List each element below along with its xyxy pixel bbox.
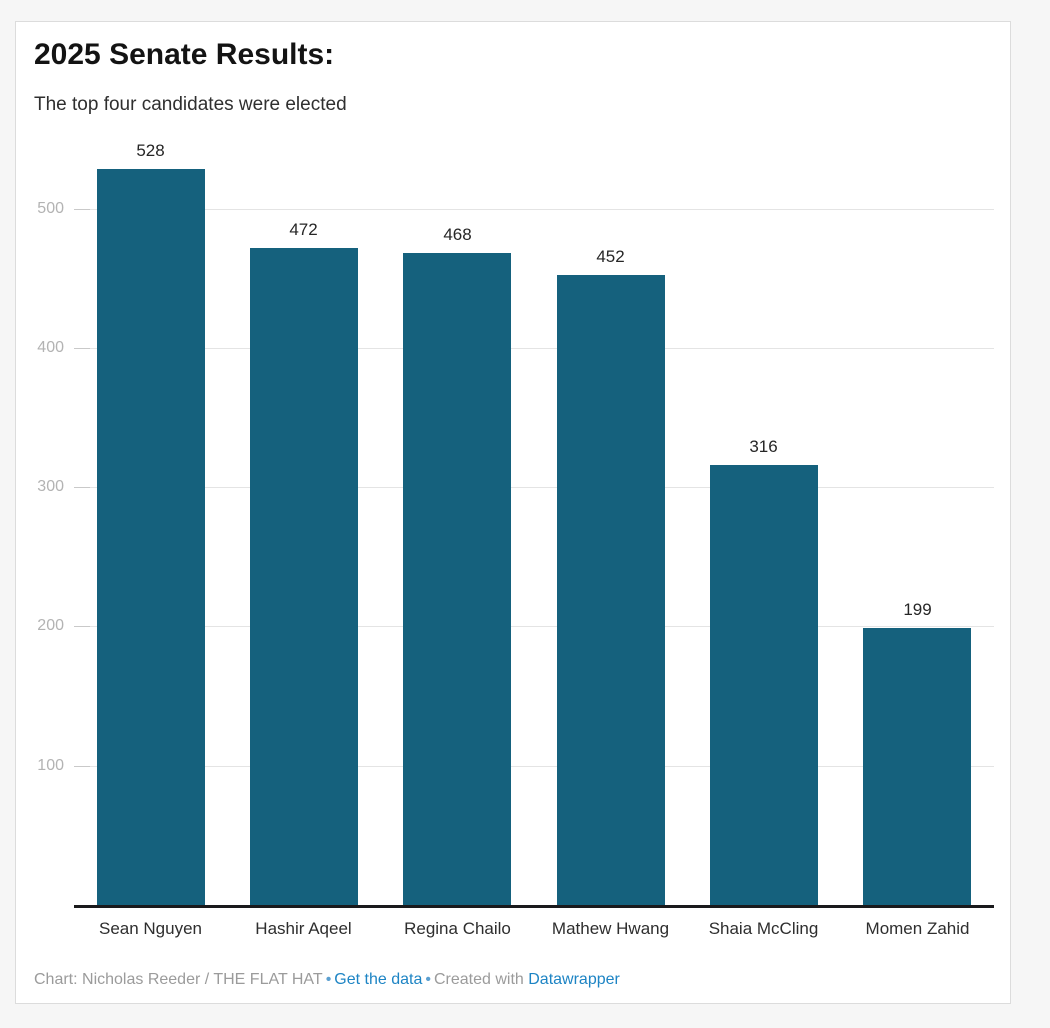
x-axis-label: Mathew Hwang	[551, 919, 670, 938]
x-axis-label: Regina Chailo	[404, 919, 511, 938]
datawrapper-link[interactable]: Datawrapper	[528, 971, 620, 988]
chart-footer: Chart: Nicholas Reeder / THE FLAT HAT • Ge…	[34, 969, 620, 991]
separator-dot: •	[425, 971, 431, 988]
bar-value-label: 199	[903, 600, 932, 619]
y-axis-tick-label: 500	[37, 200, 64, 217]
y-axis-tick	[74, 209, 90, 210]
get-the-data-link[interactable]: Get the data	[334, 971, 423, 988]
gridline	[74, 348, 994, 349]
credit-text: Chart: Nicholas Reeder / THE FLAT HAT	[34, 971, 323, 988]
bar-value-label: 316	[749, 437, 778, 456]
bar	[863, 628, 971, 905]
x-axis-baseline	[74, 905, 994, 908]
bar	[710, 465, 818, 905]
bar	[403, 253, 511, 905]
bar-value-label: 472	[289, 220, 318, 239]
separator-dot: •	[325, 971, 332, 988]
x-axis-label: Hashir Aqeel	[255, 919, 352, 938]
y-axis-tick	[74, 626, 90, 627]
bar-value-label: 452	[596, 247, 625, 266]
bar	[97, 169, 205, 905]
gridline	[74, 626, 994, 627]
chart-title: 2025 Senate Results:	[34, 38, 335, 71]
chart-card: 2025 Senate Results: The top four candid…	[15, 21, 1011, 1004]
bar	[557, 275, 665, 905]
y-axis-tick	[74, 348, 90, 349]
y-axis-tick	[74, 766, 90, 767]
created-with-text: Created with	[433, 971, 524, 988]
bar	[250, 248, 358, 905]
y-axis-tick-label: 300	[37, 478, 64, 495]
bar-value-label: 528	[136, 141, 165, 160]
y-axis-tick	[74, 487, 90, 488]
gridline	[74, 766, 994, 767]
y-axis-tick-label: 200	[37, 617, 64, 634]
x-axis-label: Momen Zahid	[865, 919, 970, 938]
gridline	[74, 209, 994, 210]
y-axis-tick-label: 100	[37, 757, 64, 774]
chart-subtitle: The top four candidates were elected	[34, 94, 347, 115]
gridline	[74, 487, 994, 488]
x-axis-label: Sean Nguyen	[98, 919, 203, 938]
bar-value-label: 468	[443, 225, 472, 244]
y-axis-tick-label: 400	[37, 339, 64, 356]
x-axis-label: Shaia McCling	[708, 919, 819, 938]
bar-chart: 100 200 300 400 500 528 Sean Nguyen 472 Hashir A…	[16, 22, 1010, 1003]
